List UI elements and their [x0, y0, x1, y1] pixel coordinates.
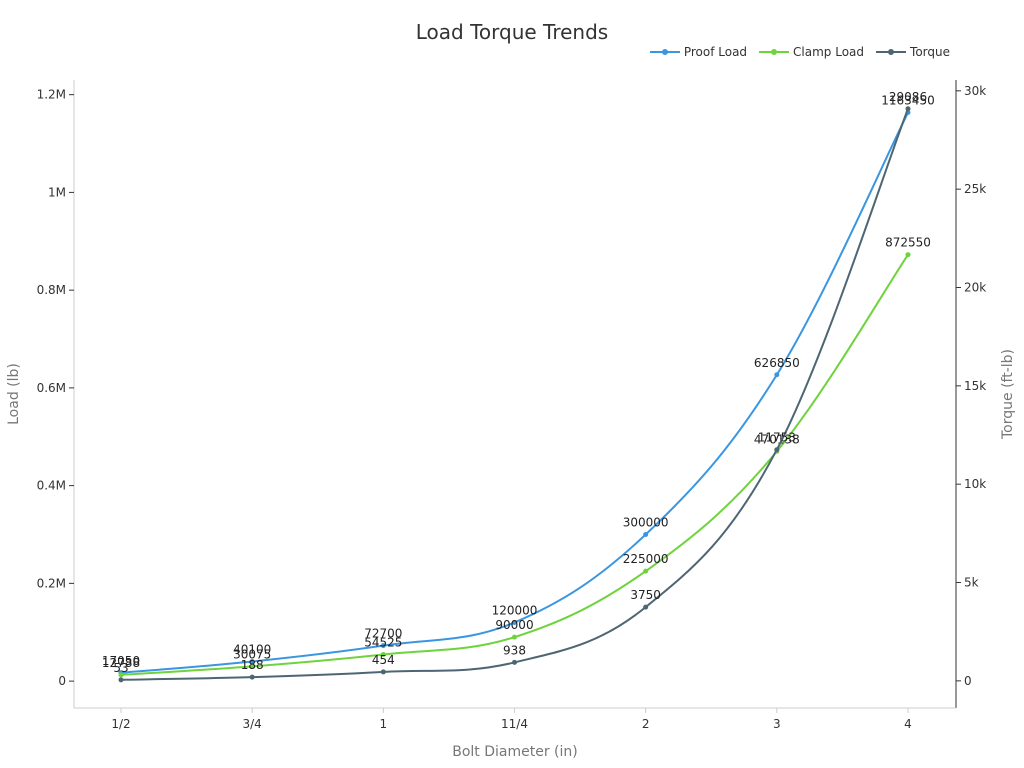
data-label-torque: 938 — [503, 643, 526, 657]
data-label-clamp-load: 54525 — [364, 635, 402, 649]
x-tick-label: 3/4 — [243, 717, 262, 731]
legend-label: Clamp Load — [793, 45, 865, 59]
legend-item-clamp-load[interactable]: Clamp Load — [759, 45, 864, 59]
data-label-clamp-load: 225000 — [623, 552, 669, 566]
data-label-proof-load: 72700 — [364, 627, 402, 641]
legend-label: Torque — [910, 45, 950, 59]
data-label-torque: 11753 — [758, 431, 796, 445]
legend-dot-icon — [888, 49, 895, 55]
y-axis-left-title: Load (lb) — [6, 363, 22, 425]
y-left-tick-label: 0.8M — [37, 283, 66, 297]
y-right-tick-label: 10k — [964, 477, 986, 491]
legend-item-torque[interactable]: Torque — [876, 45, 950, 59]
data-point-clamp-load — [118, 672, 124, 678]
data-label-clamp-load: 872550 — [885, 236, 931, 250]
legend-dot-icon — [661, 49, 668, 55]
data-label-proof-load: 300000 — [623, 516, 669, 530]
data-point-torque — [774, 447, 780, 453]
data-label-proof-load: 120000 — [492, 603, 538, 617]
y-axis-right-title: Torque (ft-lb) — [1000, 349, 1016, 440]
x-tick-label: 11/4 — [501, 717, 528, 731]
y-left-tick-label: 0.2M — [37, 576, 66, 590]
x-tick-label: 2 — [642, 717, 650, 731]
y-left-tick-label: 1.2M — [37, 88, 66, 102]
data-label-torque: 29086 — [889, 90, 927, 104]
legend-label: Proof Load — [683, 45, 748, 59]
data-label-clamp-load: 470138 — [754, 432, 800, 446]
data-label-proof-load: 17050 — [102, 654, 140, 668]
data-point-proof-load — [774, 372, 780, 378]
chart-title: Load Torque Trends — [415, 20, 609, 44]
y-left-tick-label: 1M — [48, 185, 66, 199]
data-point-proof-load — [643, 532, 649, 538]
data-label-torque: 3750 — [630, 588, 661, 602]
y-right-tick-label: 30k — [964, 84, 986, 98]
y-left-tick-label: 0 — [58, 674, 66, 688]
data-label-clamp-load: 90000 — [495, 618, 533, 632]
data-label-proof-load: 1163450 — [881, 94, 934, 108]
y-left-tick-label: 0.4M — [37, 479, 66, 493]
y-right-tick-label: 15k — [964, 379, 986, 393]
data-point-torque — [512, 659, 517, 665]
x-tick-label: 1 — [380, 717, 388, 731]
data-label-torque: 188 — [241, 658, 264, 672]
data-point-proof-load — [512, 619, 517, 625]
series-line-proof-load — [120, 112, 909, 674]
data-label-proof-load: 626850 — [754, 356, 800, 370]
legend-swatch-proof-load — [649, 45, 680, 59]
legend-dot-icon — [771, 49, 778, 55]
x-axis-title: Bolt Diameter (in) — [452, 744, 578, 760]
y-right-tick-label: 25k — [964, 182, 986, 196]
data-point-clamp-load — [249, 663, 255, 669]
data-point-clamp-load — [380, 651, 386, 657]
x-tick-label: 1/2 — [111, 717, 130, 731]
data-point-torque — [380, 669, 386, 675]
y-right-tick-label: 5k — [964, 576, 979, 590]
y-right-tick-label: 20k — [964, 280, 986, 294]
data-point-torque — [905, 106, 911, 112]
data-label-torque: 53 — [113, 661, 128, 675]
x-tick-label: 3 — [773, 717, 781, 731]
data-point-proof-load — [380, 643, 386, 649]
data-label-clamp-load: 30075 — [233, 647, 271, 661]
legend: Proof Load Clamp Load Torque — [649, 45, 950, 59]
legend-item-proof-load[interactable]: Proof Load — [649, 45, 748, 59]
legend-swatch-torque — [876, 45, 907, 59]
data-point-torque — [118, 677, 124, 683]
data-point-clamp-load — [643, 568, 649, 574]
x-tick-label: 4 — [904, 717, 912, 731]
data-point-proof-load — [249, 659, 255, 665]
data-point-clamp-load — [512, 634, 517, 640]
data-point-torque — [249, 674, 255, 680]
data-label-clamp-load: 12788 — [102, 656, 140, 670]
data-point-torque — [643, 604, 649, 610]
legend-swatch-clamp-load — [759, 45, 790, 59]
data-point-clamp-load — [905, 252, 911, 258]
y-right-tick-label: 0 — [964, 674, 972, 688]
data-label-proof-load: 40100 — [233, 643, 271, 657]
series-line-torque — [120, 108, 909, 681]
data-label-torque: 454 — [372, 653, 395, 667]
y-left-tick-label: 0.6M — [37, 381, 66, 395]
